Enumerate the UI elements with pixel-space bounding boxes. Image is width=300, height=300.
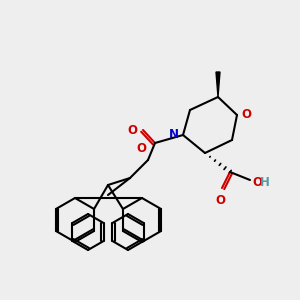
Polygon shape: [216, 72, 220, 97]
Text: O: O: [215, 194, 225, 207]
Text: H: H: [260, 176, 270, 188]
Text: O: O: [136, 142, 146, 155]
Text: O: O: [241, 109, 251, 122]
Text: O: O: [252, 176, 262, 188]
Text: N: N: [169, 128, 179, 142]
Text: O: O: [127, 124, 137, 136]
